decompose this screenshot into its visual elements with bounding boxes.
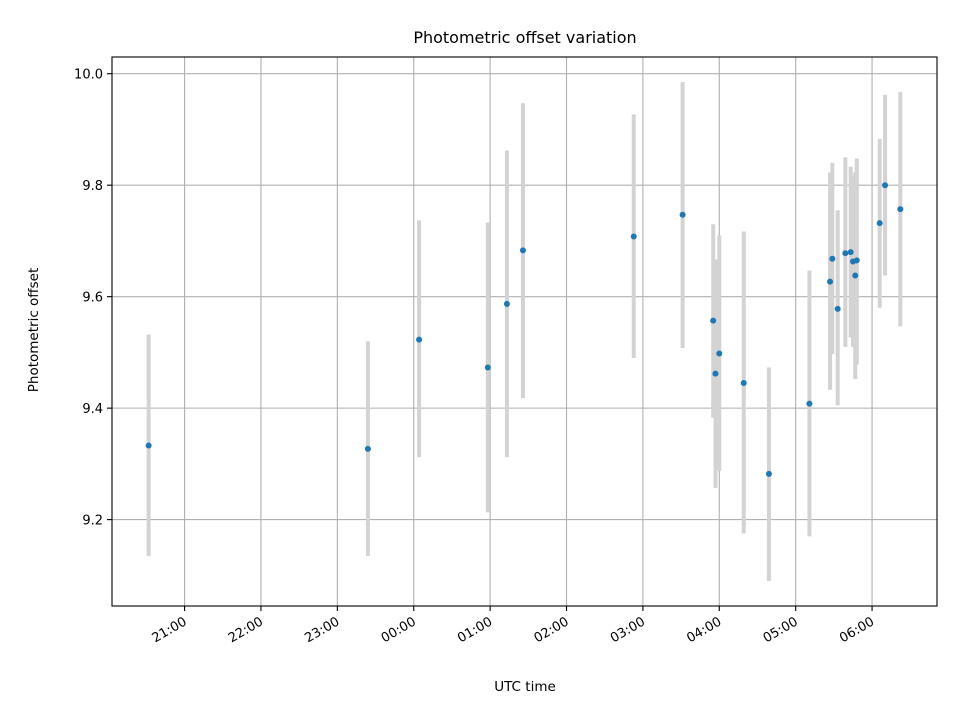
chart-title: Photometric offset variation	[413, 28, 636, 47]
data-point	[829, 255, 836, 262]
x-tick-label: 03:00	[608, 614, 648, 646]
data-point	[484, 364, 491, 371]
x-tick-label: 01:00	[455, 614, 495, 646]
data-point	[852, 272, 859, 279]
y-tick-label: 9.8	[82, 179, 103, 194]
x-tick-label: 00:00	[379, 614, 419, 646]
x-axis-ticks: 21:00 22:00 23:00 00:00 01:00 02:00 03:00 04:00…	[150, 606, 877, 646]
x-tick-label: 02:00	[532, 614, 572, 646]
x-tick-label: 21:00	[150, 614, 190, 646]
data-point	[740, 380, 747, 387]
data-point	[712, 370, 719, 377]
data-point	[364, 445, 371, 452]
x-tick-label: 04:00	[684, 614, 724, 646]
y-tick-label: 9.2	[82, 514, 103, 529]
x-tick-label: 06:00	[837, 614, 877, 646]
data-point	[503, 300, 510, 307]
data-point	[897, 206, 904, 213]
y-tick-label: 9.6	[82, 291, 103, 306]
data-point	[853, 257, 860, 264]
data-points	[145, 182, 904, 477]
data-point	[834, 305, 841, 312]
data-point	[882, 182, 889, 189]
data-point	[847, 249, 854, 256]
y-tick-label: 10.0	[74, 68, 103, 83]
x-tick-label: 23:00	[302, 614, 342, 646]
plot-frame	[111, 56, 938, 607]
x-axis-label: UTC time	[494, 679, 556, 695]
y-tick-label: 9.4	[82, 402, 103, 417]
data-point	[716, 350, 723, 357]
data-point	[876, 220, 883, 227]
data-point	[145, 442, 152, 449]
x-tick-label: 22:00	[226, 614, 266, 646]
data-point	[630, 233, 637, 240]
y-axis-label: Photometric offset	[26, 268, 42, 392]
data-point	[827, 278, 834, 285]
data-point	[806, 400, 813, 407]
x-tick-label: 05:00	[761, 614, 801, 646]
data-point	[765, 470, 772, 477]
data-point	[679, 211, 686, 218]
data-point	[416, 336, 423, 343]
y-axis-ticks: 9.2 9.4 9.6 9.8 10.0	[74, 68, 112, 529]
data-point	[842, 250, 849, 257]
data-point	[519, 247, 526, 254]
data-point	[710, 317, 717, 324]
